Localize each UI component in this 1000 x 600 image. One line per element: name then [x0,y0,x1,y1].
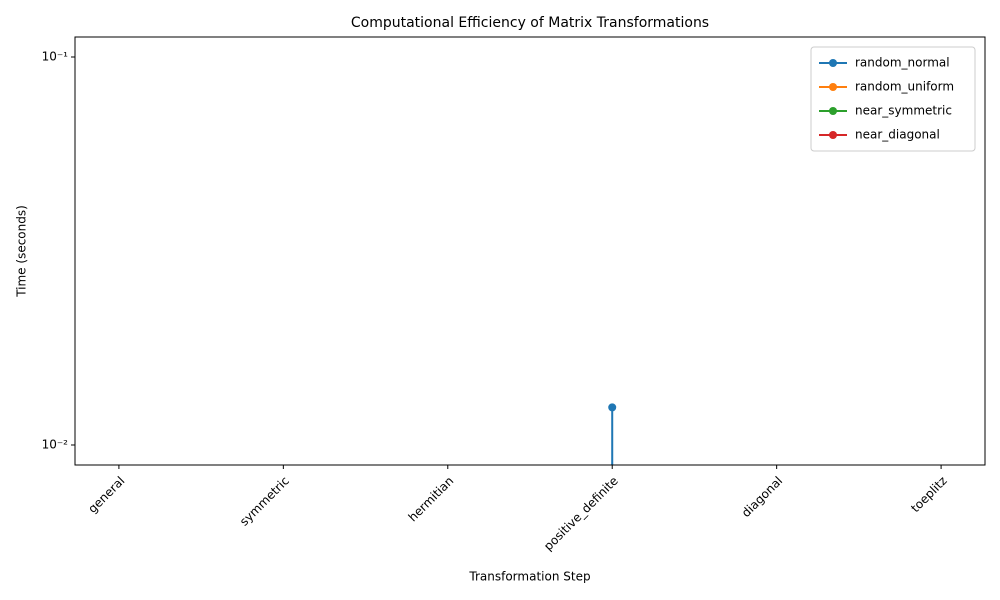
x-tick-label: positive_definite [541,474,621,554]
x-tick-label: toeplitz [908,474,950,516]
x-tick-label: symmetric [237,474,292,529]
chart-title: Computational Efficiency of Matrix Trans… [351,15,709,31]
legend-marker [829,59,837,67]
legend-label: random_normal [855,56,950,70]
legend-label: near_diagonal [855,128,940,142]
x-tick-label: general [85,474,127,516]
legend-box [810,46,976,152]
y-tick-label: 10⁻¹ [42,49,69,63]
legend-marker [829,131,837,139]
series-marker [608,403,617,412]
y-tick-label: 10⁻² [42,437,69,451]
legend-label: random_uniform [855,80,954,94]
legend-marker [829,107,837,115]
plot-area [115,403,945,600]
legend-marker [829,83,837,91]
x-tick-label: hermitian [406,474,457,525]
legend-label: near_symmetric [855,104,952,118]
x-tick-label: diagonal [739,474,785,520]
x-axis-label: Transformation Step [468,570,590,584]
axes-frame [74,36,986,466]
y-axis-label: Time (seconds) [15,205,29,298]
